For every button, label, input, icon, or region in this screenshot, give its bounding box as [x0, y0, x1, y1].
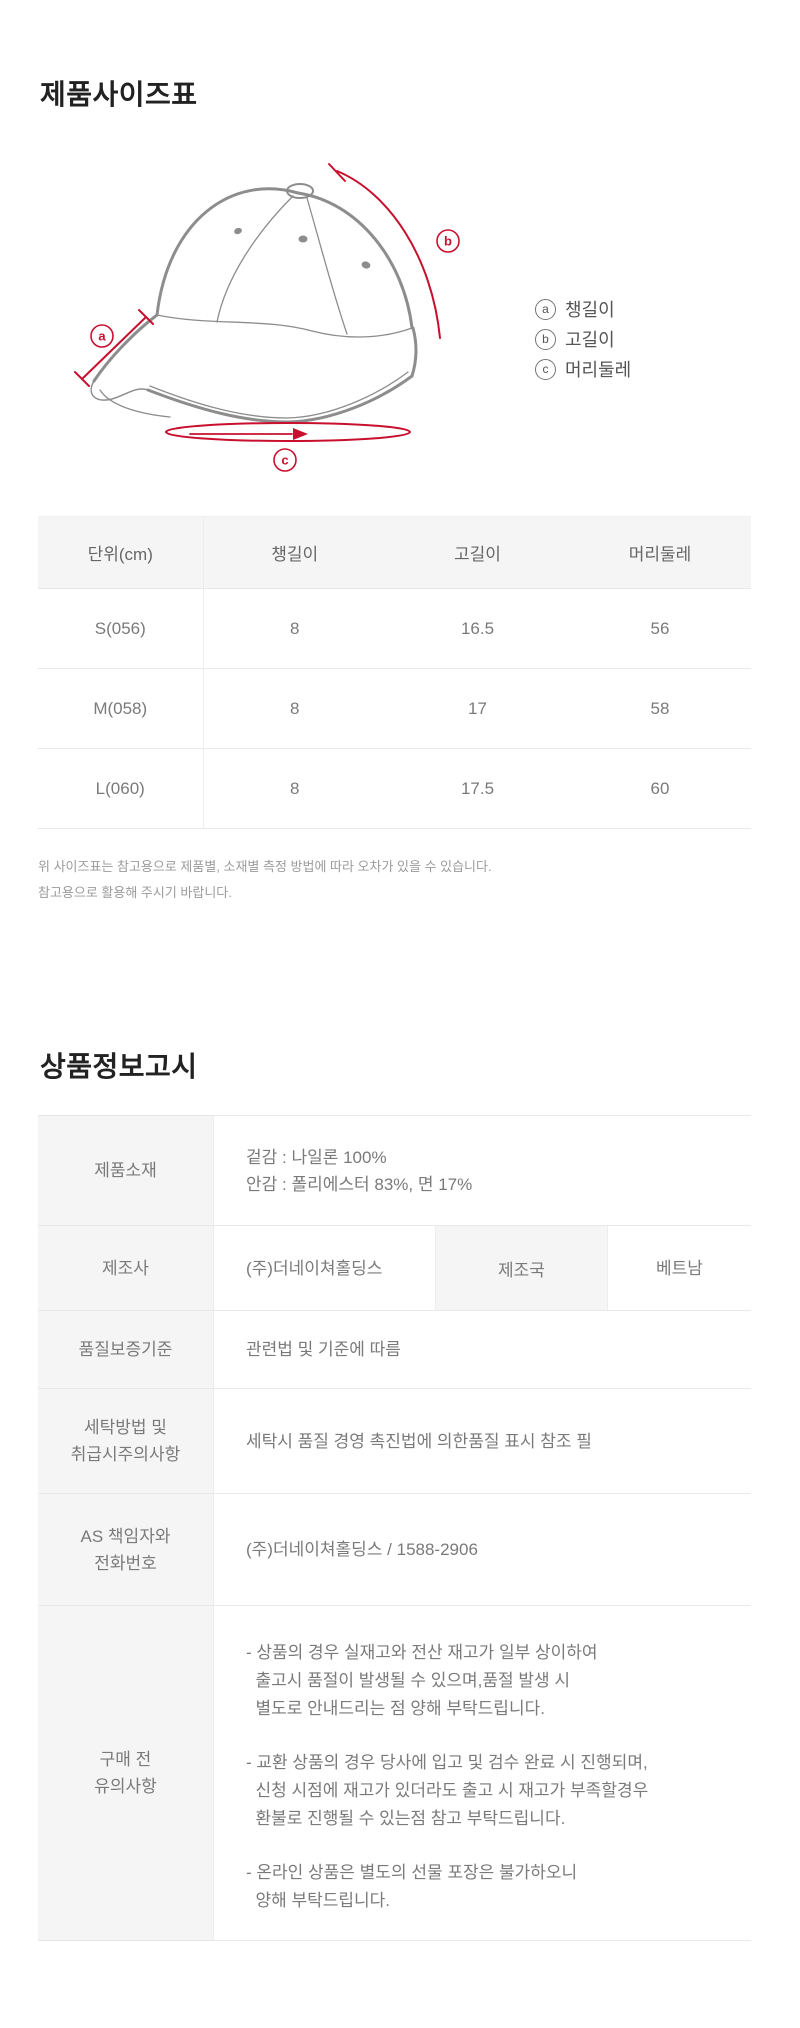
measure-b-letter: b — [444, 234, 452, 249]
measure-a-tick-top — [138, 309, 154, 325]
circled-c-icon: c — [535, 358, 556, 380]
country-value: 베트남 — [656, 1258, 703, 1278]
measure-a-letter: a — [98, 329, 106, 344]
warranty-value: 관련법 및 기준에 따름 — [246, 1340, 401, 1359]
info-row-label: 제품소재 — [38, 1116, 214, 1225]
cap-brim-curl — [90, 380, 149, 401]
info-row-as-contact: AS 책임자와 전화번호 (주)더네이쳐홀딩스 / 1588-2906 — [38, 1494, 751, 1606]
measure-b-badge — [436, 229, 460, 253]
measure-a-badge — [90, 324, 114, 348]
info-row-manufacturer: 제조사 (주)더네이쳐홀딩스 제조국 베트남 — [38, 1226, 751, 1311]
cap-brim-lower-edge — [146, 374, 414, 424]
measure-c-badge — [273, 448, 297, 472]
purchase-notice-bullet: - 교환 상품의 경우 당사에 입고 및 검수 완료 시 진행되며, 신청 시점… — [246, 1753, 649, 1828]
cap-size-illustration: a b c a 챙길이 b 고길이 c 머리둘레 — [0, 138, 800, 483]
size-disclaimer: 위 사이즈표는 참고용으로 제품별, 소재별 측정 방법에 따라 오차가 있을 … — [38, 859, 492, 900]
legend-label-b: 고길이 — [565, 330, 615, 350]
info-row-warranty: 품질보증기준 관련법 및 기준에 따름 — [38, 1311, 751, 1389]
cap-illustration: a b c — [74, 163, 460, 472]
info-row-purchase-notice: 구매 전 유의사항 - 상품의 경우 실재고와 전산 재고가 일부 상이하여 출… — [38, 1606, 751, 1941]
size-table: 단위(cm) 챙길이 고길이 머리둘레 S(056) 8 16.5 56 M(0… — [38, 516, 751, 829]
circled-b-icon: b — [535, 328, 556, 350]
size-row-label: S(056) — [38, 588, 204, 669]
manufacturer-value: (주)더네이쳐홀딩스 — [214, 1226, 436, 1310]
size-cell: 58 — [569, 668, 751, 749]
material-value: 겉감 : 나일론 100% 안감 : 폴리에스터 83%, 면 17% — [246, 1147, 473, 1194]
legend-item-b: b 고길이 — [535, 324, 631, 354]
size-cell: 60 — [569, 748, 751, 829]
info-section-title: 상품정보고시 — [40, 1051, 198, 1082]
size-row-label: L(060) — [38, 748, 204, 829]
size-table-row-l: L(060) 8 17.5 60 — [38, 748, 751, 829]
size-table-header-row: 단위(cm) 챙길이 고길이 머리둘레 — [38, 516, 751, 589]
info-row-label: 세탁방법 및 취급시주의사항 — [38, 1389, 214, 1493]
cap-back-edge — [410, 326, 418, 378]
country-label: 제조국 — [436, 1226, 608, 1310]
size-table-row-s: S(056) 8 16.5 56 — [38, 588, 751, 669]
washing-value: 세탁시 품질 경영 촉진법에 의한품질 표시 참조 필 — [246, 1431, 592, 1451]
size-cell: 16.5 — [386, 588, 569, 669]
size-cell: 8 — [203, 668, 386, 749]
measure-a-line — [81, 316, 147, 380]
size-cell: 17 — [386, 668, 569, 749]
size-table-header-brim: 챙길이 — [203, 516, 386, 589]
size-cell: 56 — [569, 588, 751, 669]
measure-a-tick-bottom — [74, 371, 90, 387]
purchase-notice-value: - 상품의 경우 실재고와 전산 재고가 일부 상이하여 출고시 품절이 발생될… — [214, 1606, 751, 1940]
info-row-label: 제조사 — [38, 1226, 214, 1310]
purchase-notice-bullet: - 상품의 경우 실재고와 전산 재고가 일부 상이하여 출고시 품절이 발생될… — [246, 1643, 598, 1718]
size-row-label: M(058) — [38, 668, 204, 749]
legend-label-c: 머리둘레 — [565, 360, 632, 380]
size-cell: 8 — [203, 588, 386, 669]
size-table-row-m: M(058) 8 17 58 — [38, 668, 751, 749]
info-row-label: 품질보증기준 — [38, 1311, 214, 1388]
measure-c-letter: c — [281, 453, 288, 468]
product-info-table: 제품소재 겉감 : 나일론 100% 안감 : 폴리에스터 83%, 면 17%… — [38, 1115, 751, 1941]
info-row-label: AS 책임자와 전화번호 — [38, 1494, 214, 1605]
info-row-material: 제품소재 겉감 : 나일론 100% 안감 : 폴리에스터 83%, 면 17% — [38, 1116, 751, 1226]
size-table-header-circumference: 머리둘레 — [569, 516, 751, 589]
info-row-washing: 세탁방법 및 취급시주의사항 세탁시 품질 경영 촉진법에 의한품질 표시 참조… — [38, 1389, 751, 1494]
info-row-label: 구매 전 유의사항 — [38, 1606, 214, 1940]
measure-legend: a 챙길이 b 고길이 c 머리둘레 — [535, 294, 631, 384]
size-section-title: 제품사이즈표 — [40, 79, 198, 110]
cap-eyelets — [234, 227, 371, 269]
purchase-notice-bullet: - 온라인 상품은 별도의 선물 포장은 불가하오니 양해 부탁드립니다. — [246, 1863, 578, 1910]
circled-a-icon: a — [535, 298, 556, 320]
legend-item-c: c 머리둘레 — [535, 354, 631, 384]
cap-top-button — [286, 183, 314, 199]
cap-seam-back — [306, 197, 348, 335]
cap-seam-front — [216, 195, 294, 323]
size-table-header-unit: 단위(cm) — [38, 516, 204, 589]
as-contact-value: (주)더네이쳐홀딩스 / 1588-2906 — [246, 1540, 478, 1559]
measure-c-arrow-head — [293, 428, 308, 440]
cap-crown-bottom-edge — [156, 314, 413, 338]
size-table-header-height: 고길이 — [386, 516, 569, 589]
legend-label-a: 챙길이 — [565, 300, 615, 320]
legend-item-a: a 챙길이 — [535, 294, 631, 324]
cap-outline — [90, 183, 418, 424]
measure-c-ellipse — [165, 422, 411, 442]
size-cell: 8 — [203, 748, 386, 829]
measure-b-tick — [328, 163, 346, 182]
size-cell: 17.5 — [386, 748, 569, 829]
measure-b-arc — [336, 170, 441, 339]
